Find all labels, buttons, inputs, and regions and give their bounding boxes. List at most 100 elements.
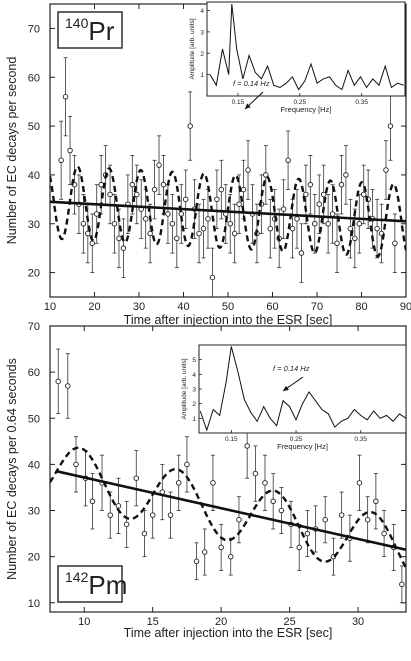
x-tick-label: 10: [44, 301, 56, 313]
data-point: [210, 480, 216, 486]
data-point: [80, 220, 87, 227]
inset-y-tick-label: 2: [192, 401, 196, 408]
inset-x-axis-label: Frequency [Hz]: [281, 105, 332, 114]
inset-y-tick-label: 3: [200, 29, 204, 36]
data-point: [89, 498, 96, 505]
data-point: [364, 516, 371, 523]
data-point: [149, 512, 156, 518]
data-point: [141, 530, 148, 537]
y-tick-label: 50: [28, 413, 40, 425]
data-point: [175, 480, 182, 486]
x-tick-label: 70: [311, 301, 323, 313]
data-point: [373, 498, 379, 505]
x-tick-label: 25: [283, 616, 295, 628]
data-point: [116, 235, 122, 242]
isotope-label-box: [57, 565, 123, 603]
data-point: [209, 274, 216, 281]
data-point: [65, 383, 71, 389]
data-point: [156, 162, 162, 168]
x-tick-label: 60: [266, 301, 278, 313]
data-point: [383, 167, 389, 173]
data-point: [236, 516, 242, 523]
data-point: [312, 220, 318, 227]
data-point: [133, 475, 140, 481]
data-point: [374, 225, 380, 232]
x-tick-label: 10: [78, 616, 90, 628]
data-point: [182, 196, 189, 203]
data-point: [85, 230, 91, 237]
data-point: [214, 196, 220, 203]
data-point: [55, 378, 61, 385]
y-tick-label: 40: [28, 459, 40, 471]
data-point: [280, 206, 287, 212]
inset-spectrum-line: [199, 346, 407, 432]
inset-spectrum: 1 2 3 4 5 0.15 0.25 0.35 Frequency [Hz] Amplitude…: [181, 344, 407, 451]
data-point: [184, 461, 190, 468]
data-point: [129, 181, 136, 188]
y-tick-label: 10: [28, 598, 40, 610]
data-point: [201, 549, 208, 555]
y-tick-label: 60: [28, 72, 40, 84]
y-tick-label: 20: [28, 268, 40, 280]
data-point: [236, 201, 242, 207]
data-point: [244, 443, 250, 449]
data-point: [151, 186, 158, 193]
data-point: [147, 230, 153, 237]
x-tick-label: 80: [355, 301, 367, 313]
data-point: [205, 216, 211, 222]
y-axis-label: Number of EC decays per second: [5, 57, 19, 245]
data-point: [107, 512, 113, 518]
x-tick-label: 30: [352, 616, 364, 628]
data-point: [304, 530, 311, 537]
data-point: [231, 230, 238, 237]
y-tick-label: 30: [28, 219, 40, 231]
data-point: [252, 470, 259, 477]
inset-spectrum-line: [209, 4, 404, 91]
data-point: [316, 201, 322, 207]
data-point: [196, 230, 202, 237]
inset-y-tick-label: 2: [200, 51, 204, 58]
isotope-label: 142Pm: [57, 565, 127, 603]
inset-y-tick-label: 4: [200, 8, 204, 15]
y-axis-label: Number of EC decays per 0.64 seconds: [5, 358, 19, 580]
x-tick-label: 90: [400, 301, 411, 313]
data-point: [218, 186, 225, 193]
x-tick-label: 50: [222, 301, 234, 313]
data-point: [356, 480, 363, 486]
data-point: [329, 211, 336, 217]
isotope-label-box: [57, 11, 123, 49]
data-point: [267, 225, 274, 232]
plot-frame: [49, 325, 407, 613]
isotope-mass: 142: [65, 569, 89, 585]
data-point: [160, 181, 167, 188]
data-point: [200, 225, 207, 232]
isotope-symbol: Pm: [88, 570, 127, 600]
isotope-mass: 140: [65, 15, 89, 31]
data-point: [134, 191, 140, 198]
data-point: [111, 220, 118, 227]
data-point: [120, 245, 127, 251]
x-tick-label: 15: [147, 616, 159, 628]
data-point: [107, 191, 113, 198]
y-tick-label: 50: [28, 121, 40, 133]
data-point: [165, 211, 171, 217]
data-point: [307, 181, 314, 188]
inset-annotation: f = 0.14 Hz: [233, 79, 270, 88]
x-tick-label: 30: [133, 301, 145, 313]
x-tick-label: 40: [177, 301, 189, 313]
data-point: [343, 172, 349, 178]
data-point: [285, 157, 291, 164]
data-point: [338, 512, 345, 518]
x-tick-label: 20: [88, 301, 100, 313]
data-point: [167, 512, 174, 518]
data-point: [262, 480, 268, 486]
data-point: [218, 544, 224, 551]
y-tick-label: 40: [28, 170, 40, 182]
data-point: [227, 220, 233, 227]
data-point: [392, 240, 398, 247]
data-point: [67, 147, 73, 154]
data-point: [303, 191, 309, 198]
data-point: [89, 240, 96, 247]
inset-y-tick-label: 4: [192, 372, 196, 379]
